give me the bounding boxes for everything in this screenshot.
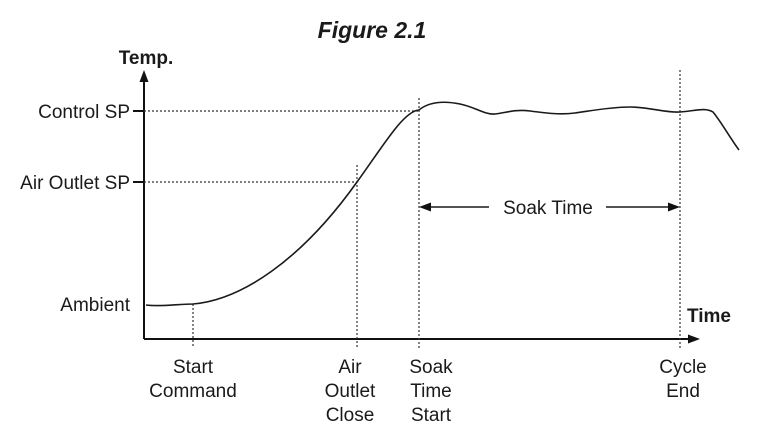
event-label-cycle-end-line2: End xyxy=(666,381,700,402)
temperature-curve xyxy=(145,101,740,307)
y-axis-arrowhead xyxy=(139,70,149,82)
event-label-soak-time-start-line1: Soak xyxy=(409,357,453,378)
x-axis-arrowhead xyxy=(688,334,700,344)
event-label-soak-time-start-line2: Time xyxy=(410,381,452,402)
soak-time-label: Soak Time xyxy=(503,198,593,219)
event-label-cycle-end-line1: Cycle xyxy=(659,357,707,378)
soak-time-arrowhead-left xyxy=(419,202,431,212)
soak-time-arrowhead-right xyxy=(668,202,680,212)
event-label-soak-time-start-line3: Start xyxy=(411,405,452,426)
event-label-air-outlet-close-line2: Outlet xyxy=(325,381,376,402)
figure-title: Figure 2.1 xyxy=(318,17,427,43)
x-axis-label: Time xyxy=(687,306,731,327)
event-label-air-outlet-close-line1: Air xyxy=(338,357,362,378)
event-label-start-command-line1: Start xyxy=(173,357,214,378)
event-label-air-outlet-close-line3: Close xyxy=(326,405,375,426)
event-label-start-command-line2: Command xyxy=(149,381,237,402)
y-axis-label: Temp. xyxy=(119,48,174,69)
level-label-control-sp: Control SP xyxy=(38,102,130,123)
level-label-air-outlet-sp: Air Outlet SP xyxy=(20,173,130,194)
level-label-ambient: Ambient xyxy=(60,295,130,316)
